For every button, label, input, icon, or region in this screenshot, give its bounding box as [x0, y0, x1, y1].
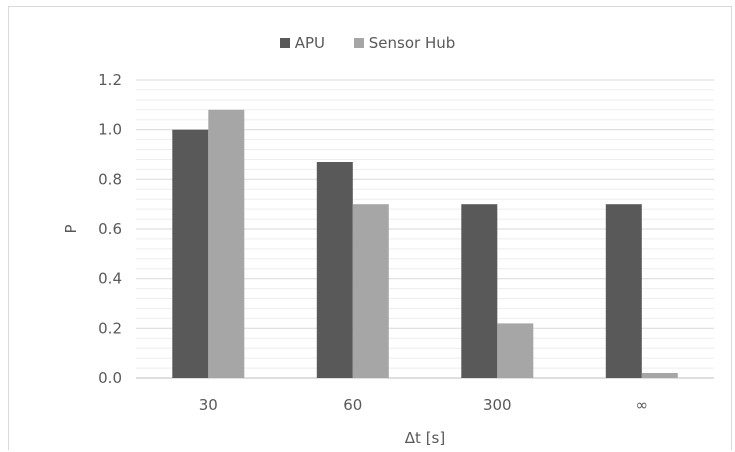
x-tick-label: 30 [199, 396, 218, 414]
legend-item-sensor-hub: Sensor Hub [353, 34, 456, 52]
bar-sensor-hub-1 [352, 204, 389, 378]
bar-sensor-hub-2 [497, 323, 534, 378]
x-tick-label: ∞ [636, 396, 649, 414]
bar-apu-3 [605, 204, 642, 378]
chart-legend: APU Sensor Hub [0, 34, 735, 52]
y-tick-label: 0.8 [98, 170, 122, 188]
y-tick-label: 0.0 [98, 369, 122, 387]
y-axis-title: P [62, 224, 80, 233]
x-tick-label: 300 [483, 396, 512, 414]
legend-item-apu: APU [279, 34, 325, 52]
bar-sensor-hub-0 [208, 109, 245, 379]
bar-sensor-hub-3 [641, 373, 678, 378]
y-tick-label: 1.0 [98, 121, 122, 139]
bar-apu-2 [461, 204, 498, 378]
legend-label-apu: APU [294, 34, 325, 52]
bar-apu-1 [316, 162, 353, 378]
legend-swatch-sensor-hub [353, 38, 364, 48]
x-axis-title: Δt [s] [405, 429, 445, 447]
y-tick-label: 0.4 [98, 270, 122, 288]
legend-label-sensor-hub: Sensor Hub [368, 34, 456, 52]
bar-apu-0 [172, 129, 209, 378]
legend-swatch-apu [279, 38, 290, 48]
x-tick-label: 60 [343, 396, 362, 414]
y-tick-label: 1.2 [98, 71, 122, 89]
y-tick-label: 0.2 [98, 319, 122, 337]
y-tick-label: 0.6 [98, 220, 122, 238]
